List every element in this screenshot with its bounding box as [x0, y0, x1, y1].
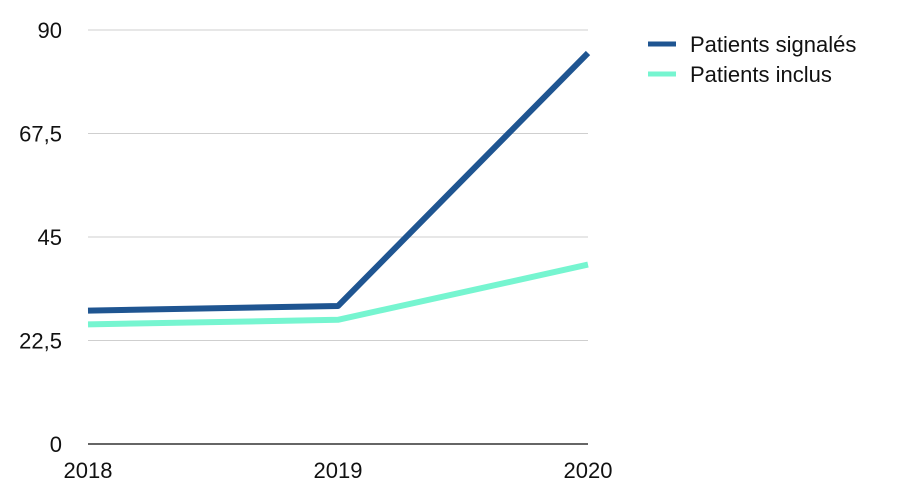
tick-labels: 0 22,5 45 67,5 90 2018 2019 2020: [19, 18, 612, 481]
y-tick-label: 90: [38, 18, 62, 43]
x-tick-label: 2019: [314, 458, 363, 481]
x-tick-label: 2018: [64, 458, 113, 481]
y-tick-label: 0: [50, 432, 62, 457]
y-tick-label: 67,5: [19, 122, 62, 147]
x-tick-label: 2020: [564, 458, 613, 481]
legend-label: Patients signalés: [690, 32, 856, 57]
series-line-1: [87, 50, 591, 314]
legend: Patients signalés Patients inclus: [648, 32, 856, 87]
series-line-2: [87, 261, 589, 328]
gridlines: [88, 29, 588, 341]
y-tick-label: 22,5: [19, 329, 62, 354]
series-lines: [87, 50, 591, 328]
legend-label: Patients inclus: [690, 62, 832, 87]
y-tick-label: 45: [38, 225, 62, 250]
